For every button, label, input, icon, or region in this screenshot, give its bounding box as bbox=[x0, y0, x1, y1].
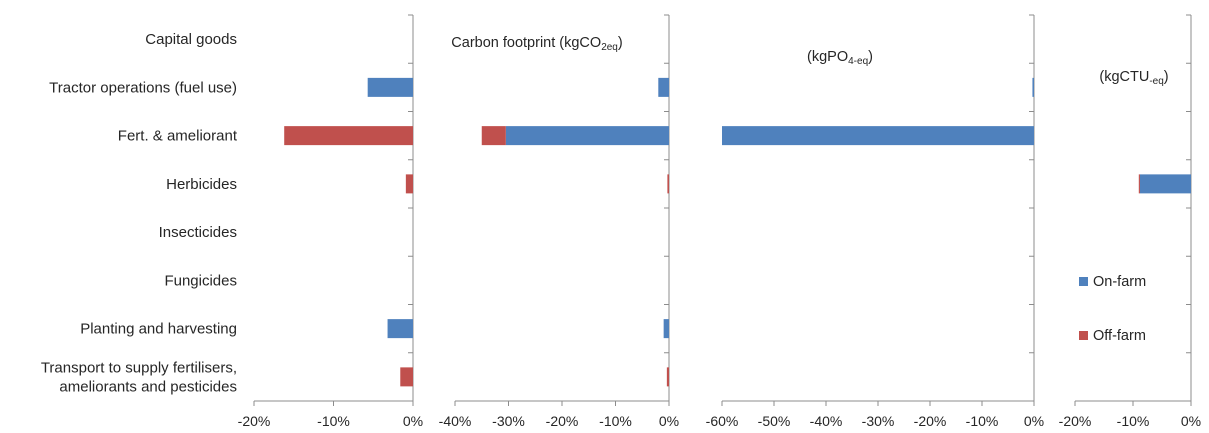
category-label: Fert. & ameliorant bbox=[118, 128, 238, 145]
panel-title: Carbon footprint (kgCO2eq) bbox=[451, 35, 622, 53]
bar-off-farm bbox=[667, 174, 669, 194]
bar-off-farm bbox=[1138, 174, 1140, 194]
x-tick-label: -10% bbox=[1117, 413, 1150, 429]
legend-swatch bbox=[1079, 277, 1088, 286]
panel-title: (kgPO4-eq) bbox=[807, 49, 873, 67]
bar-on-farm bbox=[367, 77, 413, 97]
panel-2: -40% -30% -20% -10% 0% Carbon footprint (kgCO… bbox=[439, 14, 679, 429]
bar-on-farm bbox=[505, 126, 669, 146]
bar-off-farm bbox=[405, 174, 413, 194]
category-label: ameliorants and pesticides bbox=[59, 378, 237, 395]
legend-label: Off-farm bbox=[1093, 328, 1146, 344]
legend-label: On-farm bbox=[1093, 274, 1146, 290]
x-tick-label: -20% bbox=[238, 413, 271, 429]
x-tick-label: -50% bbox=[758, 413, 791, 429]
category-label: Tractor operations (fuel use) bbox=[49, 79, 237, 96]
x-tick-label: 0% bbox=[403, 413, 423, 429]
x-tick-label: -30% bbox=[862, 413, 895, 429]
category-label: Capital goods bbox=[145, 31, 237, 48]
x-tick-label: -20% bbox=[546, 413, 579, 429]
bar-on-farm bbox=[722, 126, 1034, 146]
x-tick-label: 0% bbox=[1024, 413, 1044, 429]
x-tick-label: -30% bbox=[492, 413, 525, 429]
x-tick-label: -10% bbox=[599, 413, 632, 429]
legend-item-on-farm: On-farm bbox=[1079, 274, 1146, 290]
bar-off-farm bbox=[284, 126, 413, 146]
bar-off-farm bbox=[481, 126, 506, 146]
x-tick-label: -10% bbox=[966, 413, 999, 429]
category-label: Transport to supply fertilisers, bbox=[41, 359, 237, 376]
bar-on-farm bbox=[658, 77, 669, 97]
x-tick-label: 0% bbox=[659, 413, 679, 429]
panel-1: -20% -10% 0% bbox=[238, 14, 423, 429]
x-tick-label: 0% bbox=[1181, 413, 1201, 429]
category-label: Planting and harvesting bbox=[80, 321, 237, 338]
x-tick-label: -20% bbox=[914, 413, 947, 429]
bar-off-farm bbox=[666, 367, 669, 387]
x-tick-label: -40% bbox=[439, 413, 472, 429]
panel-title: (kgCTU-eq) bbox=[1099, 69, 1168, 87]
x-tick-label: -60% bbox=[706, 413, 739, 429]
category-label: Fungicides bbox=[164, 272, 237, 289]
bar-on-farm bbox=[1139, 174, 1191, 194]
bar-on-farm bbox=[1032, 77, 1034, 97]
legend-item-off-farm: Off-farm bbox=[1079, 328, 1146, 344]
panel-3: -60% -50% -40% -30% -20% -10% 0% (kgPO4-eq) bbox=[706, 14, 1044, 429]
category-label: Herbicides bbox=[166, 176, 237, 193]
x-tick-label: -10% bbox=[317, 413, 350, 429]
x-tick-label: -20% bbox=[1059, 413, 1092, 429]
bar-on-farm bbox=[663, 319, 669, 339]
x-tick-label: -40% bbox=[810, 413, 843, 429]
bar-off-farm bbox=[400, 367, 413, 387]
bar-on-farm bbox=[387, 319, 413, 339]
legend-swatch bbox=[1079, 331, 1088, 340]
category-label: Insecticides bbox=[159, 224, 237, 241]
